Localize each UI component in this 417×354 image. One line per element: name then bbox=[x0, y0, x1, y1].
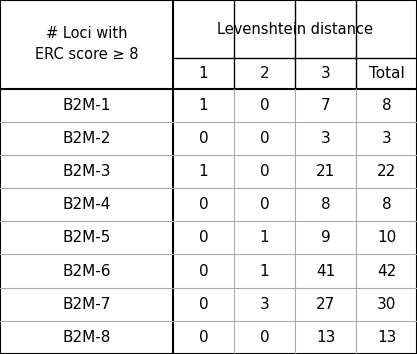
Text: B2M-6: B2M-6 bbox=[62, 263, 111, 279]
Text: Total: Total bbox=[369, 66, 404, 81]
Text: # Loci with
ERC score ≥ 8: # Loci with ERC score ≥ 8 bbox=[35, 26, 138, 62]
Text: 0: 0 bbox=[199, 131, 208, 146]
Text: 0: 0 bbox=[260, 164, 269, 179]
Text: 22: 22 bbox=[377, 164, 396, 179]
Text: B2M-3: B2M-3 bbox=[62, 164, 111, 179]
Text: 2: 2 bbox=[260, 66, 269, 81]
Text: 10: 10 bbox=[377, 230, 396, 245]
Text: Levenshtein distance: Levenshtein distance bbox=[217, 22, 373, 37]
Text: 1: 1 bbox=[260, 263, 269, 279]
Text: 0: 0 bbox=[199, 197, 208, 212]
Text: 41: 41 bbox=[316, 263, 335, 279]
Text: B2M-1: B2M-1 bbox=[62, 98, 111, 113]
Text: 30: 30 bbox=[377, 297, 396, 312]
Text: 8: 8 bbox=[382, 98, 391, 113]
Text: B2M-5: B2M-5 bbox=[62, 230, 111, 245]
Text: 0: 0 bbox=[199, 263, 208, 279]
Text: 1: 1 bbox=[260, 230, 269, 245]
Text: 3: 3 bbox=[321, 66, 330, 81]
Text: B2M-8: B2M-8 bbox=[62, 330, 111, 345]
Text: 21: 21 bbox=[316, 164, 335, 179]
Text: 0: 0 bbox=[260, 131, 269, 146]
Text: 1: 1 bbox=[199, 164, 208, 179]
Text: 27: 27 bbox=[316, 297, 335, 312]
Text: 0: 0 bbox=[199, 297, 208, 312]
Text: 1: 1 bbox=[199, 66, 208, 81]
Text: 42: 42 bbox=[377, 263, 396, 279]
Text: 8: 8 bbox=[382, 197, 391, 212]
Text: B2M-2: B2M-2 bbox=[62, 131, 111, 146]
Text: 3: 3 bbox=[260, 297, 269, 312]
Text: 1: 1 bbox=[199, 98, 208, 113]
Text: 0: 0 bbox=[260, 98, 269, 113]
Text: 0: 0 bbox=[199, 230, 208, 245]
Text: 0: 0 bbox=[199, 330, 208, 345]
Text: 3: 3 bbox=[382, 131, 392, 146]
Text: 0: 0 bbox=[260, 330, 269, 345]
Text: 0: 0 bbox=[260, 197, 269, 212]
Text: 13: 13 bbox=[316, 330, 335, 345]
Text: 7: 7 bbox=[321, 98, 330, 113]
Text: B2M-4: B2M-4 bbox=[62, 197, 111, 212]
Text: 8: 8 bbox=[321, 197, 330, 212]
Text: B2M-7: B2M-7 bbox=[62, 297, 111, 312]
Text: 13: 13 bbox=[377, 330, 396, 345]
Text: 9: 9 bbox=[321, 230, 330, 245]
Text: 3: 3 bbox=[321, 131, 330, 146]
